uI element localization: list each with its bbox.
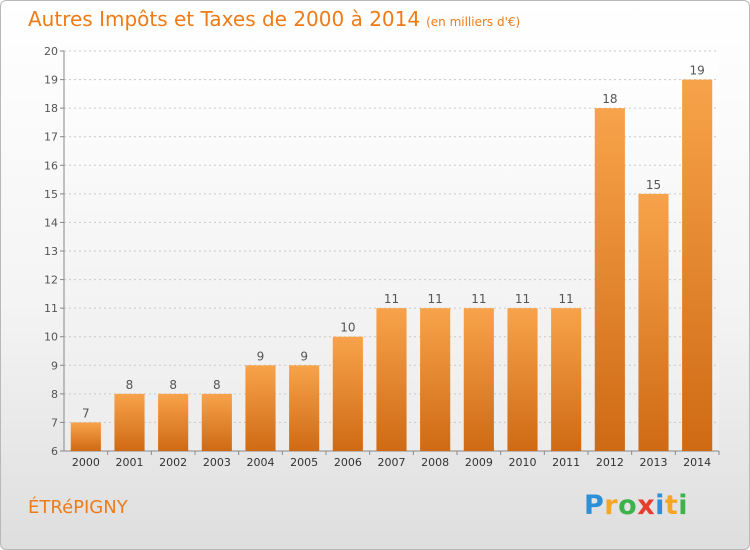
x-tick-label: 2000 [72,456,100,469]
data-label: 15 [646,178,661,192]
town-name: ÉTRéPIGNY [28,497,128,518]
logo-letter: t [664,490,679,521]
x-tick-label: 2007 [378,456,406,469]
logo-letter: i [678,490,689,521]
bar [114,393,145,451]
proxiti-logo: Proxiti [584,490,688,521]
bar [332,336,363,451]
x-tick-label: 2010 [509,456,537,469]
x-tick-label: 2005 [290,456,318,469]
x-tick-label: 2012 [596,456,624,469]
data-label: 8 [169,378,177,392]
data-label: 11 [384,292,399,306]
bar [551,308,582,451]
logo-letter: o [618,490,638,521]
data-label: 19 [690,64,705,78]
data-label: 8 [213,378,221,392]
x-tick-label: 2014 [683,456,711,469]
bar [70,422,101,451]
data-label: 18 [602,92,617,106]
data-label: 11 [471,292,486,306]
bar [420,308,451,451]
data-label: 11 [428,292,443,306]
x-tick-label: 2011 [552,456,580,469]
x-tick-label: 2009 [465,456,493,469]
logo-letter: P [584,490,605,521]
x-tick-label: 2006 [334,456,362,469]
data-label: 9 [300,349,308,363]
x-tick-label: 2002 [159,456,187,469]
bar [682,79,713,452]
chart-title-block: Autres Impôts et Taxes de 2000 à 2014 (en… [28,7,520,31]
chart-title: Autres Impôts et Taxes de 2000 à 2014 [28,7,421,31]
x-tick-label: 2003 [203,456,231,469]
y-tick-label: 14 [44,216,58,229]
logo-letter: i [655,490,665,521]
data-label: 10 [340,321,355,335]
x-tick-label: 2008 [421,456,449,469]
bar [638,193,669,451]
data-label: 7 [82,406,90,420]
logo-letter: r [604,490,619,521]
bar [245,365,276,451]
x-tick-label: 2013 [640,456,668,469]
bar [201,393,232,451]
chart-subtitle: (en milliers d'€) [426,15,521,29]
y-tick-label: 18 [44,102,58,115]
bar [594,108,625,452]
logo-letter: x [637,490,656,521]
x-tick-label: 2001 [116,456,144,469]
bar [158,393,189,451]
y-tick-label: 13 [44,245,58,258]
data-label: 9 [257,349,265,363]
y-tick-label: 11 [44,302,58,315]
data-label: 8 [126,378,134,392]
y-tick-label: 7 [51,416,58,429]
y-tick-label: 17 [44,131,58,144]
x-tick-label: 2004 [247,456,275,469]
y-tick-label: 9 [51,359,58,372]
y-tick-label: 8 [51,388,58,401]
bar [507,308,538,451]
y-tick-label: 6 [51,445,58,458]
bar [289,365,320,451]
y-tick-label: 15 [44,188,58,201]
y-tick-label: 20 [44,45,58,58]
y-tick-label: 10 [44,331,58,344]
data-label: 11 [559,292,574,306]
y-tick-label: 19 [44,74,58,87]
y-tick-label: 16 [44,159,58,172]
bar [376,308,407,451]
data-label: 11 [515,292,530,306]
bar [463,308,494,451]
y-tick-label: 12 [44,274,58,287]
